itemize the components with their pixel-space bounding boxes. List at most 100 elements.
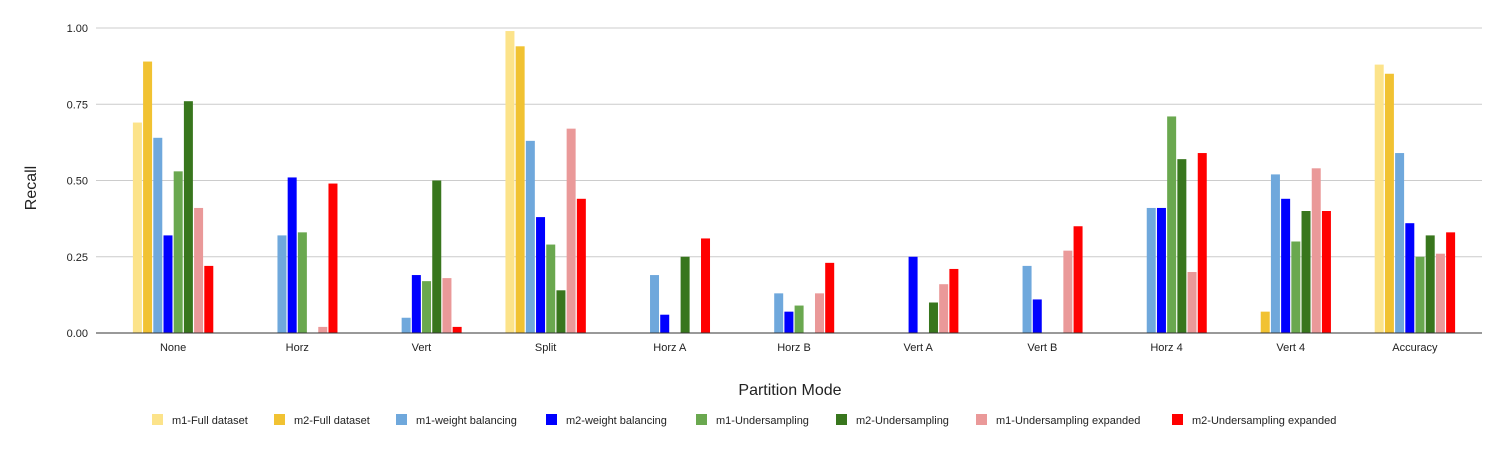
x-tick-label: Vert 4 bbox=[1276, 342, 1305, 354]
legend-label: m1-weight balancing bbox=[416, 415, 517, 427]
bar bbox=[525, 140, 535, 333]
bar bbox=[1167, 116, 1177, 333]
legend-swatch bbox=[546, 414, 557, 425]
bar bbox=[546, 244, 556, 333]
legend-label: m2-Undersampling expanded bbox=[1192, 415, 1336, 427]
bar bbox=[297, 232, 307, 333]
bar bbox=[536, 217, 546, 333]
x-tick-label: Accuracy bbox=[1392, 342, 1438, 354]
bar bbox=[1301, 211, 1311, 333]
legend-item: m1-Undersampling expanded bbox=[976, 414, 1140, 427]
bar bbox=[1073, 226, 1083, 333]
bar bbox=[576, 198, 586, 333]
legend-item: m1-Full dataset bbox=[152, 414, 248, 427]
bar bbox=[1146, 207, 1156, 333]
bar bbox=[1384, 73, 1394, 333]
bar bbox=[401, 317, 411, 333]
bar bbox=[163, 235, 173, 333]
bar bbox=[1197, 153, 1207, 333]
y-tick-label: 0.75 bbox=[67, 99, 88, 111]
bar bbox=[1405, 223, 1415, 333]
x-tick-label: None bbox=[160, 342, 186, 354]
bar bbox=[1425, 235, 1435, 333]
bar bbox=[183, 101, 193, 333]
bar bbox=[660, 314, 670, 333]
bar bbox=[680, 256, 690, 333]
legend-label: m2-weight balancing bbox=[566, 415, 667, 427]
x-tick-label: Vert A bbox=[904, 342, 934, 354]
legend-item: m2-weight balancing bbox=[546, 414, 667, 427]
legend-label: m2-Undersampling bbox=[856, 415, 949, 427]
bar bbox=[1281, 198, 1291, 333]
bar bbox=[928, 302, 938, 333]
bar bbox=[505, 31, 515, 334]
bar bbox=[1311, 168, 1321, 333]
bar bbox=[1156, 207, 1166, 333]
bar bbox=[1321, 211, 1331, 333]
legend-swatch bbox=[396, 414, 407, 425]
bar bbox=[204, 265, 214, 333]
bar bbox=[1415, 256, 1425, 333]
bar bbox=[194, 207, 204, 333]
x-tick-label: Horz B bbox=[777, 342, 811, 354]
bars bbox=[132, 31, 1456, 334]
bar bbox=[1395, 153, 1405, 333]
bar bbox=[432, 180, 442, 333]
bar bbox=[1435, 253, 1445, 333]
y-tick-label: 0.00 bbox=[67, 328, 88, 340]
bar bbox=[1446, 232, 1456, 333]
bar bbox=[1270, 174, 1280, 333]
bar bbox=[701, 238, 711, 333]
bar bbox=[411, 275, 421, 333]
legend-swatch bbox=[274, 414, 285, 425]
bar bbox=[287, 177, 297, 333]
legend-swatch bbox=[696, 414, 707, 425]
bar bbox=[939, 284, 949, 333]
bar bbox=[1260, 311, 1270, 333]
bar bbox=[784, 311, 794, 333]
bar bbox=[1063, 250, 1073, 333]
x-tick-label: Split bbox=[535, 342, 556, 354]
legend-item: m2-Full dataset bbox=[274, 414, 370, 427]
x-axis-ticks: None Horz Vert Split Horz A Horz B Vert A Vert … bbox=[160, 342, 1438, 354]
legend-swatch bbox=[836, 414, 847, 425]
legend-item: m1-Undersampling bbox=[696, 414, 809, 427]
bar bbox=[318, 326, 328, 333]
legend-label: m1-Undersampling expanded bbox=[996, 415, 1140, 427]
legend-swatch bbox=[976, 414, 987, 425]
bar bbox=[949, 268, 959, 333]
bar bbox=[556, 290, 566, 333]
legend-swatch bbox=[152, 414, 163, 425]
bar bbox=[153, 137, 163, 333]
x-tick-label: Horz A bbox=[653, 342, 687, 354]
legend-swatch bbox=[1172, 414, 1183, 425]
bar bbox=[774, 293, 784, 333]
bar bbox=[825, 262, 835, 333]
x-tick-label: Vert B bbox=[1027, 342, 1057, 354]
legend-label: m1-Full dataset bbox=[172, 415, 248, 427]
bar bbox=[794, 305, 804, 333]
bar bbox=[328, 183, 338, 333]
y-tick-label: 0.50 bbox=[67, 176, 88, 188]
legend: m1-Full dataset m2-Full dataset m1-weight … bbox=[152, 414, 1336, 427]
bar bbox=[1291, 241, 1301, 333]
gridlines bbox=[96, 27, 1482, 258]
bar bbox=[650, 275, 660, 333]
bar bbox=[1022, 265, 1032, 333]
bar bbox=[515, 46, 525, 334]
legend-item: m1-weight balancing bbox=[396, 414, 517, 427]
bar bbox=[566, 128, 576, 333]
legend-item: m2-Undersampling bbox=[836, 414, 949, 427]
x-tick-label: Vert bbox=[412, 342, 432, 354]
x-axis-title: Partition Mode bbox=[738, 382, 841, 399]
bar bbox=[1187, 272, 1197, 333]
y-axis-ticks: 0.00 0.25 0.50 0.75 1.00 bbox=[67, 23, 88, 340]
legend-item: m2-Undersampling expanded bbox=[1172, 414, 1336, 427]
bar bbox=[1177, 159, 1187, 333]
bar bbox=[442, 278, 452, 333]
bar bbox=[143, 61, 153, 334]
x-tick-label: Horz bbox=[286, 342, 309, 354]
y-tick-label: 0.25 bbox=[67, 252, 88, 264]
bar bbox=[815, 293, 824, 333]
